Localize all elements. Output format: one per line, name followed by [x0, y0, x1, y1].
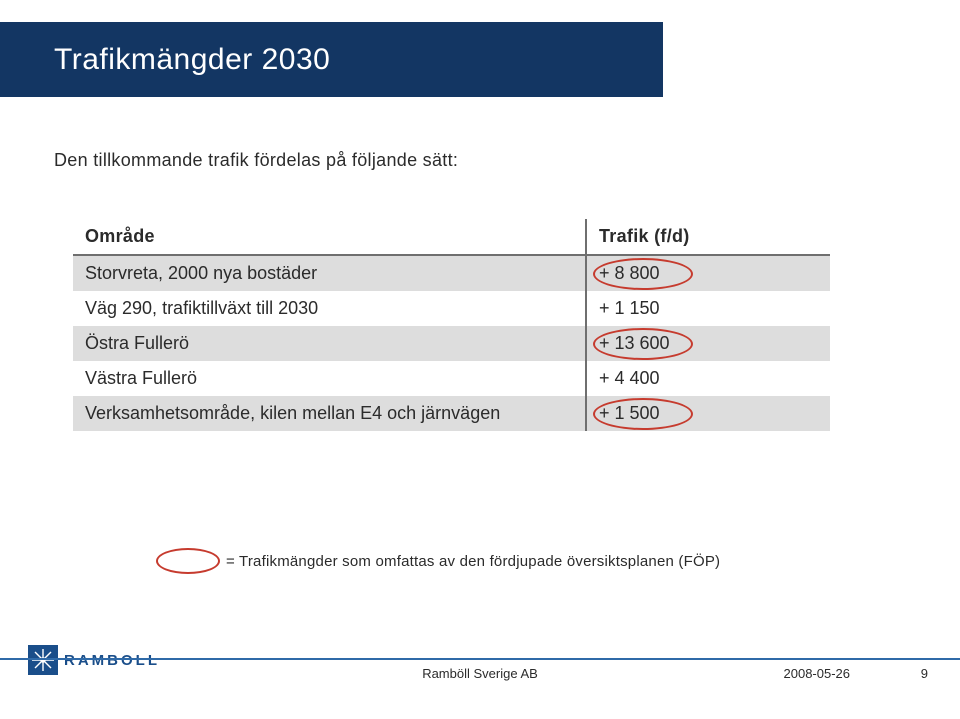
cell-value: + 1 150	[586, 291, 830, 326]
traffic-table: Område Trafik (f/d) Storvreta, 2000 nya …	[73, 219, 830, 431]
table-row: Storvreta, 2000 nya bostäder+ 8 800	[73, 255, 830, 291]
table-row: Västra Fullerö+ 4 400	[73, 361, 830, 396]
cell-area: Verksamhetsområde, kilen mellan E4 och j…	[73, 396, 586, 431]
cell-value: + 1 500	[586, 396, 830, 431]
table-row: Verksamhetsområde, kilen mellan E4 och j…	[73, 396, 830, 431]
footer-page: 9	[921, 666, 928, 681]
legend-oval-icon	[156, 548, 220, 574]
legend-text: = Trafikmängder som omfattas av den förd…	[226, 553, 720, 570]
th-value: Trafik (f/d)	[586, 219, 830, 255]
footer: Ramböll Sverige AB 2008-05-26 9	[0, 658, 960, 682]
th-area: Område	[73, 219, 586, 255]
legend: = Trafikmängder som omfattas av den förd…	[156, 548, 720, 574]
slide-title: Trafikmängder 2030	[54, 43, 330, 77]
highlight-oval-icon	[593, 258, 693, 290]
table-row: Väg 290, trafiktillväxt till 2030+ 1 150	[73, 291, 830, 326]
cell-value: + 4 400	[586, 361, 830, 396]
cell-area: Storvreta, 2000 nya bostäder	[73, 255, 586, 291]
subtitle: Den tillkommande trafik fördelas på följ…	[54, 150, 458, 171]
cell-value: + 13 600	[586, 326, 830, 361]
table-row: Östra Fullerö+ 13 600	[73, 326, 830, 361]
footer-company: Ramböll Sverige AB	[422, 666, 538, 681]
highlight-oval-icon	[593, 328, 693, 360]
cell-area: Västra Fullerö	[73, 361, 586, 396]
title-bar: Trafikmängder 2030	[0, 22, 663, 97]
cell-value: + 8 800	[586, 255, 830, 291]
footer-date: 2008-05-26	[784, 666, 851, 681]
cell-area: Östra Fullerö	[73, 326, 586, 361]
highlight-oval-icon	[593, 398, 693, 430]
cell-area: Väg 290, trafiktillväxt till 2030	[73, 291, 586, 326]
